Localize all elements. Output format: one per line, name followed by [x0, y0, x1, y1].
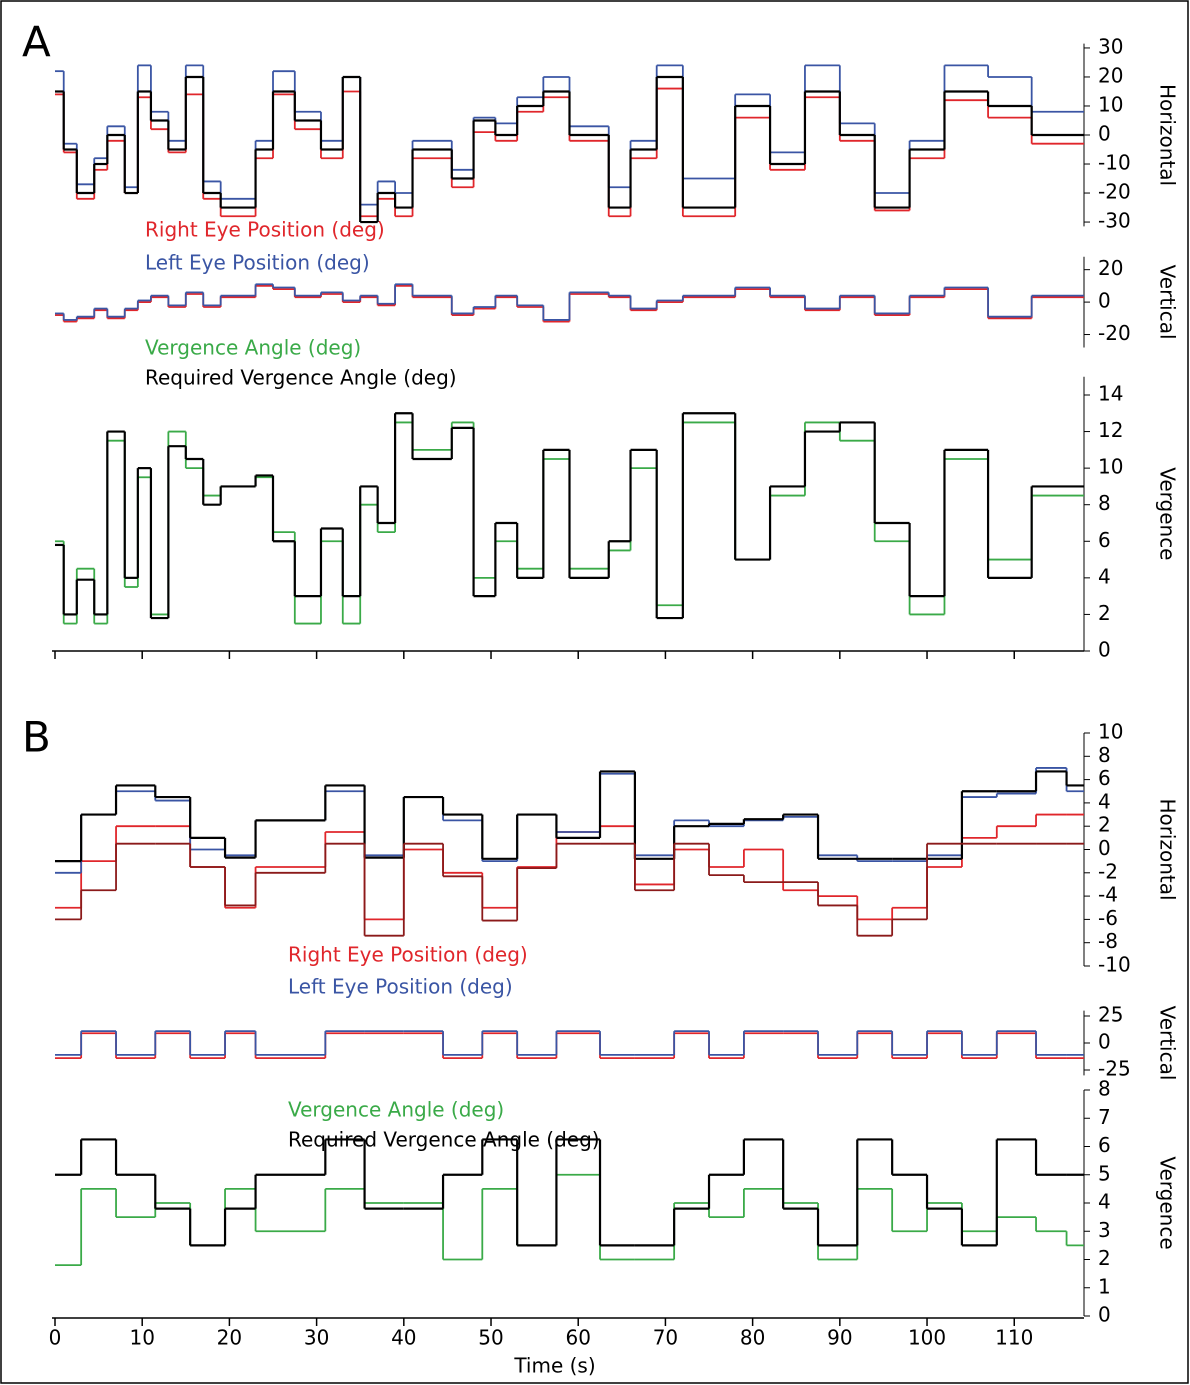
panel-letter: A — [22, 18, 51, 67]
x-tick-label: 60 — [565, 1326, 590, 1350]
y-axis-label: Horizontal — [1156, 798, 1180, 900]
y-tick-label: 30 — [1098, 34, 1123, 58]
y-axis-label: Vergence — [1156, 1156, 1180, 1249]
series — [55, 75, 1084, 224]
y-tick-label: 12 — [1098, 418, 1123, 442]
series — [55, 1030, 1084, 1056]
y-tick-label: 10 — [1098, 92, 1123, 116]
y-tick-label: 6 — [1098, 1133, 1111, 1157]
series — [55, 412, 1084, 620]
x-tick-label: 70 — [653, 1326, 678, 1350]
x-tick-label: 110 — [995, 1326, 1033, 1350]
legend-label: Left Eye Position (deg) — [288, 975, 513, 999]
x-tick-label: 50 — [478, 1326, 503, 1350]
x-tick-label: 100 — [908, 1326, 946, 1350]
y-tick-label: -6 — [1098, 906, 1118, 930]
y-tick-label: -20 — [1098, 321, 1131, 345]
legend-label: Vergence Angle (deg) — [145, 336, 361, 360]
y-tick-label: 2 — [1098, 1246, 1111, 1270]
legend-label: Right Eye Position (deg) — [145, 218, 385, 242]
y-tick-label: 2 — [1098, 813, 1111, 837]
y-tick-label: 5 — [1098, 1161, 1111, 1185]
y-tick-label: 8 — [1098, 491, 1111, 515]
series — [55, 283, 1084, 321]
y-tick-label: 20 — [1098, 256, 1123, 280]
y-tick-label: 0 — [1098, 836, 1111, 860]
y-axis-label: Vertical — [1156, 265, 1180, 340]
legend-label: Vergence Angle (deg) — [288, 1098, 504, 1122]
y-tick-label: 2 — [1098, 601, 1111, 625]
y-tick-label: -4 — [1098, 883, 1118, 907]
panel-letter: B — [22, 713, 51, 762]
x-tick-label: 0 — [49, 1326, 62, 1350]
y-axis-label: Horizontal — [1156, 84, 1180, 186]
legend-label: Right Eye Position (deg) — [288, 943, 528, 967]
y-tick-label: 0 — [1098, 638, 1111, 662]
y-tick-label: 0 — [1098, 1030, 1111, 1054]
y-tick-label: 25 — [1098, 1003, 1123, 1027]
x-tick-label: 90 — [827, 1326, 852, 1350]
y-tick-label: -8 — [1098, 929, 1118, 953]
y-tick-label: 8 — [1098, 743, 1111, 767]
series — [55, 842, 1084, 937]
y-tick-label: 4 — [1098, 1190, 1111, 1214]
y-tick-label: 4 — [1098, 564, 1111, 588]
y-tick-label: -20 — [1098, 180, 1131, 204]
y-tick-label: -10 — [1098, 953, 1131, 977]
x-axis-label: Time (s) — [513, 1354, 595, 1378]
legend-label: Required Vergence Angle (deg) — [145, 366, 457, 390]
y-tick-label: -30 — [1098, 209, 1131, 233]
y-tick-label: 7 — [1098, 1105, 1111, 1129]
y-tick-label: -2 — [1098, 859, 1118, 883]
y-axis-label: Vertical — [1156, 1006, 1180, 1081]
y-tick-label: 8 — [1098, 1077, 1111, 1101]
y-tick-label: 4 — [1098, 789, 1111, 813]
legend-label: Required Vergence Angle (deg) — [288, 1128, 600, 1152]
y-tick-label: 6 — [1098, 766, 1111, 790]
y-tick-label: 1 — [1098, 1274, 1111, 1298]
y-tick-label: -25 — [1098, 1057, 1131, 1081]
y-tick-label: 0 — [1098, 289, 1111, 313]
x-tick-label: 40 — [391, 1326, 416, 1350]
y-axis-label: Vergence — [1156, 467, 1180, 560]
y-tick-label: 14 — [1098, 381, 1123, 405]
x-tick-label: 10 — [129, 1326, 154, 1350]
y-tick-label: 0 — [1098, 1303, 1111, 1327]
y-tick-label: 0 — [1098, 122, 1111, 146]
y-tick-label: 20 — [1098, 63, 1123, 87]
x-tick-label: 30 — [304, 1326, 329, 1350]
series — [55, 1138, 1084, 1247]
y-tick-label: -10 — [1098, 151, 1131, 175]
x-tick-label: 20 — [217, 1326, 242, 1350]
y-tick-label: 10 — [1098, 455, 1123, 479]
y-tick-label: 10 — [1098, 720, 1123, 744]
y-tick-label: 3 — [1098, 1218, 1111, 1242]
y-tick-label: 6 — [1098, 528, 1111, 552]
x-tick-label: 80 — [740, 1326, 765, 1350]
legend-label: Left Eye Position (deg) — [145, 251, 370, 275]
